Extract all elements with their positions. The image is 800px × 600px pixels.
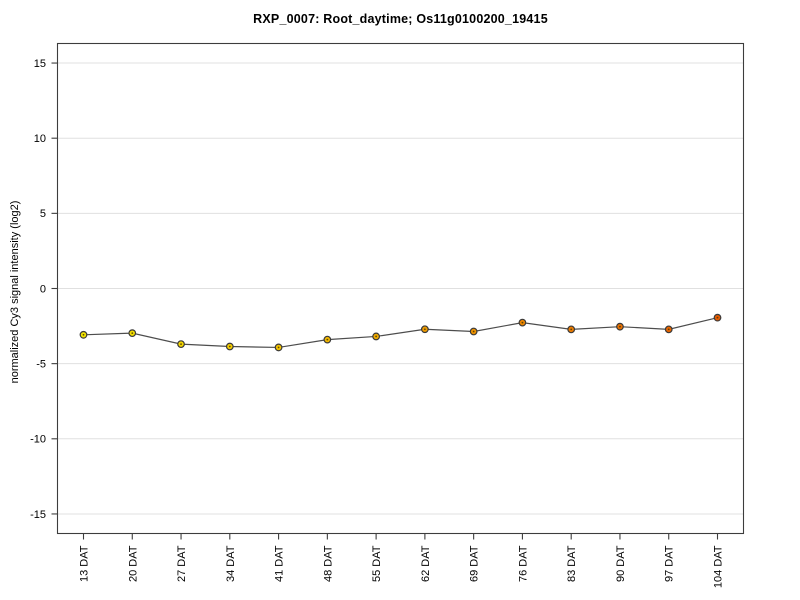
x-tick-label: 69 DAT bbox=[469, 545, 481, 582]
data-point-center-dot bbox=[277, 346, 280, 349]
chart-title: RXP_0007: Root_daytime; Os11g0100200_194… bbox=[253, 12, 548, 26]
x-tick-label: 48 DAT bbox=[322, 545, 334, 582]
y-tick-label: 10 bbox=[34, 133, 46, 145]
data-point-center-dot bbox=[423, 328, 426, 331]
data-point-center-dot bbox=[570, 328, 573, 331]
x-tick-label: 62 DAT bbox=[420, 545, 432, 582]
series-line bbox=[83, 317, 718, 349]
x-tick-label: 55 DAT bbox=[371, 545, 383, 582]
y-tick-label: -15 bbox=[30, 509, 46, 521]
data-point-center-dot bbox=[472, 330, 475, 333]
x-tick-label: 90 DAT bbox=[615, 545, 627, 582]
x-tick-label: 104 DAT bbox=[713, 545, 725, 588]
data-point-center-dot bbox=[667, 328, 670, 331]
data-point-center-dot bbox=[180, 343, 182, 346]
x-tick-label: 76 DAT bbox=[517, 545, 529, 582]
x-tick-label: 41 DAT bbox=[274, 545, 286, 582]
x-tick-label: 13 DAT bbox=[79, 545, 91, 582]
y-tick-label: 5 bbox=[40, 208, 46, 220]
data-point-center-dot bbox=[82, 333, 85, 336]
data-point-center-dot bbox=[375, 335, 378, 338]
x-tick-label: 27 DAT bbox=[176, 545, 188, 582]
data-point-center-dot bbox=[619, 325, 621, 328]
x-tick-label: 97 DAT bbox=[664, 545, 676, 582]
y-tick-label: 0 bbox=[40, 283, 46, 295]
data-point-center-dot bbox=[131, 332, 134, 335]
data-point-center-dot bbox=[521, 321, 524, 324]
y-tick-label: -5 bbox=[36, 358, 46, 370]
data-point-center-dot bbox=[326, 338, 329, 341]
data-point-center-dot bbox=[228, 345, 231, 348]
x-tick-label: 83 DAT bbox=[566, 545, 578, 582]
x-tick-label: 20 DAT bbox=[127, 545, 139, 582]
data-point-center-dot bbox=[716, 316, 719, 319]
x-tick-label: 34 DAT bbox=[225, 545, 237, 582]
y-tick-label: 15 bbox=[34, 58, 46, 70]
y-tick-label: -10 bbox=[30, 434, 46, 446]
